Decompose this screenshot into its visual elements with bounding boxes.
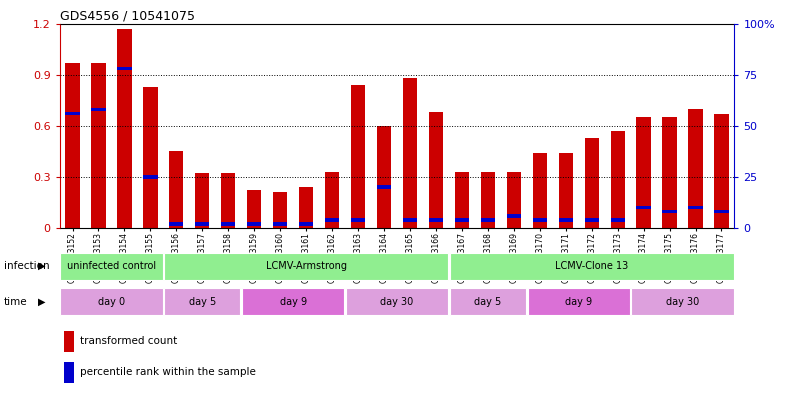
Bar — [688, 206, 703, 209]
Text: ▶: ▶ — [37, 297, 45, 307]
Bar — [222, 222, 235, 226]
Bar — [118, 29, 132, 228]
Bar — [247, 191, 261, 228]
Bar — [195, 173, 210, 228]
Bar — [164, 253, 448, 279]
Bar — [91, 63, 106, 228]
Bar — [273, 192, 287, 228]
Bar — [507, 214, 521, 218]
Bar — [715, 210, 729, 213]
Bar — [64, 362, 74, 383]
Bar — [533, 153, 547, 228]
Bar — [273, 222, 287, 226]
Bar — [377, 126, 391, 228]
Bar — [60, 253, 163, 279]
Bar — [688, 109, 703, 228]
Bar — [299, 187, 314, 228]
Bar — [64, 331, 74, 352]
Bar — [351, 85, 365, 228]
Bar — [403, 78, 417, 228]
Bar — [533, 218, 547, 222]
Bar — [637, 206, 651, 209]
Bar — [169, 151, 183, 228]
Bar — [429, 218, 443, 222]
Bar — [507, 172, 521, 228]
Bar — [455, 172, 469, 228]
Text: GDS4556 / 10541075: GDS4556 / 10541075 — [60, 9, 195, 22]
Bar — [611, 131, 625, 228]
Bar — [118, 67, 132, 70]
Text: day 0: day 0 — [98, 297, 125, 307]
Bar — [631, 288, 734, 315]
Text: infection: infection — [4, 261, 49, 271]
Bar — [346, 288, 448, 315]
Bar — [559, 153, 572, 228]
Text: day 5: day 5 — [474, 297, 502, 307]
Bar — [91, 108, 106, 111]
Bar — [403, 218, 417, 222]
Bar — [429, 112, 443, 228]
Bar — [143, 175, 157, 179]
Bar — [527, 288, 630, 315]
Bar — [222, 173, 235, 228]
Bar — [299, 222, 314, 226]
Bar — [662, 210, 676, 213]
Text: LCMV-Armstrong: LCMV-Armstrong — [266, 261, 347, 271]
Bar — [65, 63, 79, 228]
Bar — [449, 253, 734, 279]
Bar — [164, 288, 241, 315]
Bar — [242, 288, 345, 315]
Text: day 30: day 30 — [666, 297, 700, 307]
Text: day 9: day 9 — [565, 297, 592, 307]
Bar — [455, 218, 469, 222]
Text: day 9: day 9 — [279, 297, 306, 307]
Bar — [449, 288, 526, 315]
Bar — [480, 218, 495, 222]
Bar — [637, 117, 651, 228]
Bar — [60, 288, 163, 315]
Bar — [584, 218, 599, 222]
Text: ▶: ▶ — [37, 261, 45, 271]
Bar — [351, 218, 365, 222]
Bar — [662, 117, 676, 228]
Bar — [584, 138, 599, 228]
Bar — [247, 222, 261, 226]
Text: time: time — [4, 297, 28, 307]
Bar — [143, 86, 157, 228]
Bar — [65, 112, 79, 116]
Bar — [611, 218, 625, 222]
Bar — [195, 222, 210, 226]
Bar — [325, 172, 339, 228]
Bar — [480, 172, 495, 228]
Text: uninfected control: uninfected control — [67, 261, 156, 271]
Text: transformed count: transformed count — [80, 336, 177, 346]
Bar — [325, 218, 339, 222]
Text: LCMV-Clone 13: LCMV-Clone 13 — [555, 261, 628, 271]
Bar — [559, 218, 572, 222]
Bar — [169, 222, 183, 226]
Text: percentile rank within the sample: percentile rank within the sample — [80, 367, 256, 377]
Bar — [715, 114, 729, 228]
Text: day 30: day 30 — [380, 297, 414, 307]
Bar — [377, 185, 391, 189]
Text: day 5: day 5 — [189, 297, 216, 307]
